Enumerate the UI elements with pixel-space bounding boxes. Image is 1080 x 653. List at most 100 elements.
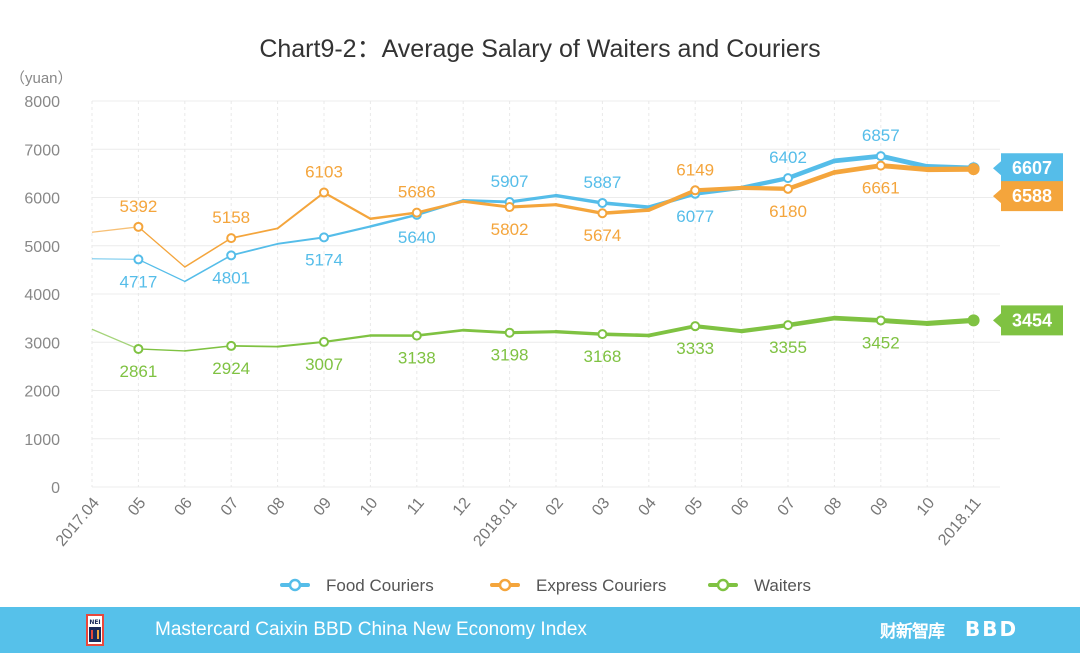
series-line-segment [554, 203, 605, 215]
y-tick-label: 8000 [24, 94, 60, 111]
series-line-segment [646, 324, 698, 338]
series-line-segment [554, 329, 605, 336]
y-tick-label: 7000 [24, 142, 60, 159]
data-label: 6149 [676, 160, 714, 179]
data-point [319, 232, 329, 243]
x-tick-label: 05 [125, 495, 150, 520]
end-callout-label: 6588 [1012, 186, 1052, 206]
series-line-segment [693, 185, 744, 193]
data-point [690, 185, 701, 196]
data-label: 5907 [491, 172, 529, 191]
data-point [504, 202, 515, 213]
data-point [133, 343, 144, 354]
series-line-segment [276, 191, 325, 230]
data-label: 4801 [212, 268, 250, 287]
data-label: 3198 [491, 346, 529, 365]
y-tick-label: 4000 [24, 287, 60, 304]
legend-label: Express Couriers [536, 576, 666, 595]
end-callout-label: 6607 [1012, 158, 1052, 178]
data-point [597, 329, 608, 340]
series-line-segment [739, 185, 791, 191]
series-line-segment [924, 317, 977, 327]
series-line-segment [230, 345, 279, 348]
x-tick-label: 06 [728, 495, 753, 520]
series-line-segment [600, 208, 651, 216]
data-label: 6103 [305, 163, 343, 182]
series-line-segment [646, 188, 698, 212]
data-label: 3168 [583, 347, 621, 366]
data-label: 6661 [862, 179, 900, 198]
data-label: 5674 [583, 226, 621, 245]
series-line-segment [230, 242, 279, 257]
data-label: 5640 [398, 228, 436, 247]
series-line-segment [415, 200, 465, 214]
x-tick-label: 04 [635, 495, 660, 520]
data-label: 3355 [769, 338, 807, 357]
x-tick-label: 03 [589, 495, 614, 520]
x-tick-label: 05 [682, 495, 707, 520]
data-label: 6180 [769, 202, 807, 221]
x-tick-label: 12 [450, 495, 475, 520]
y-tick-label: 1000 [24, 432, 60, 449]
x-tick-label: 08 [264, 495, 289, 520]
end-callout [993, 181, 1063, 212]
chart-title: Chart9-2：Average Salary of Waiters and C… [259, 35, 820, 63]
data-label: 6857 [862, 126, 900, 145]
series-line-segment [693, 324, 744, 334]
data-point [597, 208, 608, 219]
series-line-segment [554, 193, 605, 205]
legend-label: Waiters [754, 576, 811, 595]
x-tick-label: 08 [821, 495, 846, 520]
end-callout [993, 153, 1063, 184]
legend-marker [716, 578, 730, 592]
x-tick-label: 09 [867, 495, 892, 520]
series-line-segment [600, 332, 651, 338]
x-tick-label: 02 [543, 495, 568, 520]
series-line-segment [878, 163, 930, 172]
series-line-segment [322, 225, 372, 239]
data-label: 2861 [119, 362, 157, 381]
series-line-segment [322, 334, 372, 344]
data-label: 3138 [398, 349, 436, 368]
data-label: 5887 [583, 173, 621, 192]
series-line-segment [461, 328, 512, 335]
x-tick-label: 11 [404, 495, 428, 519]
data-label: 3452 [862, 333, 900, 352]
x-tick-label: 07 [218, 495, 243, 520]
series-line-segment [415, 328, 465, 337]
x-tick-label: 2018.01 [470, 495, 520, 550]
data-point [875, 160, 886, 171]
chart: Chart9-2：Average Salary of Waiters and C… [10, 35, 1063, 595]
data-label: 6402 [769, 148, 807, 167]
series-line-segment [184, 237, 232, 268]
series-line-segment [832, 153, 884, 164]
series-line-segment [461, 199, 512, 209]
x-tick-label: 07 [775, 495, 800, 520]
series-line-segment [508, 330, 558, 335]
logo-text: NEI [89, 619, 100, 626]
data-point [226, 340, 237, 351]
series-line-segment [785, 170, 837, 192]
nei-logo-icon: NEI [86, 614, 104, 646]
data-point [875, 315, 886, 326]
data-point [133, 254, 144, 265]
series-line-segment [137, 258, 186, 283]
series-line-segment [322, 191, 372, 220]
data-label: 3007 [305, 355, 343, 374]
data-label: 5158 [212, 208, 250, 227]
y-tick-label: 3000 [24, 335, 60, 352]
data-point [411, 207, 422, 218]
data-point [319, 187, 329, 198]
y-tick-label: 0 [51, 480, 60, 497]
series-line-faded [91, 328, 139, 350]
x-tick-label: 2017.04 [53, 495, 103, 550]
data-point [504, 327, 515, 338]
data-label: 4717 [119, 272, 157, 291]
y-axis-unit: （yuan） [10, 70, 73, 87]
data-point [226, 250, 237, 261]
end-callout [993, 305, 1063, 336]
x-tick-label: 09 [311, 495, 336, 520]
x-tick-label: 10 [914, 495, 939, 520]
series-line-segment [508, 203, 558, 209]
